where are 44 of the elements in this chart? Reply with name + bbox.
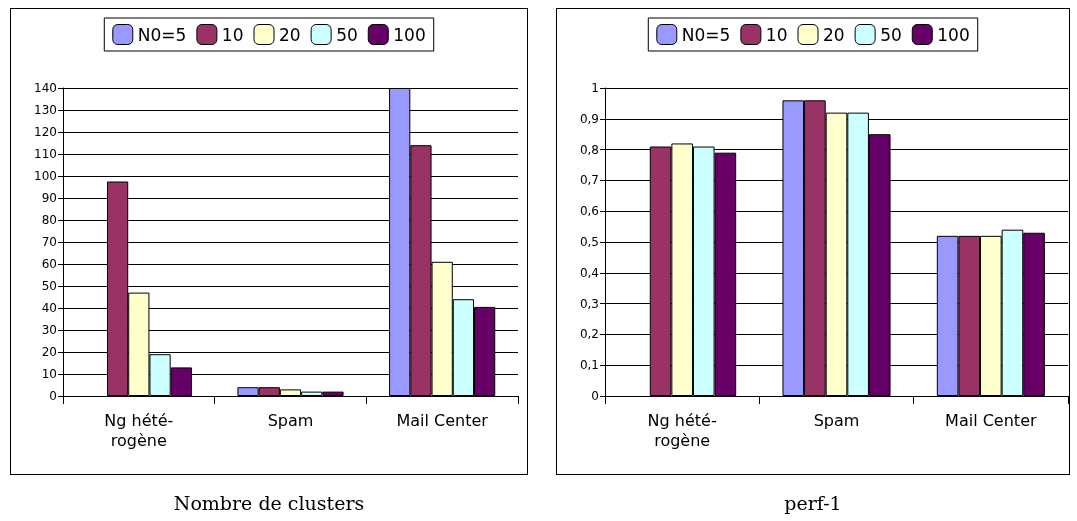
legend-label: 10 — [765, 24, 788, 45]
y-tick-label: 0,3 — [579, 296, 599, 311]
legend-label: 10 — [221, 24, 244, 45]
y-tick-label: 60 — [41, 257, 57, 271]
y-tick-label: 0,2 — [579, 327, 599, 342]
y-tick-label: 130 — [34, 103, 57, 117]
y-tick-label: 0,7 — [579, 173, 599, 188]
y-tick-label: 50 — [41, 279, 57, 293]
y-tick-label: 30 — [41, 323, 57, 337]
x-tick-label: Ng hété- rogène — [104, 410, 174, 450]
legend-label: 20 — [823, 24, 845, 45]
x-tick-label: Mail Center — [396, 410, 489, 430]
y-tick-label: 0,1 — [579, 358, 599, 373]
x-tick-label: Spam — [267, 410, 314, 430]
y-tick-label: 100 — [34, 169, 57, 183]
y-tick-label: 80 — [41, 213, 57, 227]
y-tick-label: 0,8 — [579, 142, 599, 157]
y-tick-label: 0,4 — [579, 265, 599, 280]
text: perf-1 — [784, 491, 842, 514]
x-tick-label: Mail Center — [945, 410, 1037, 430]
y-tick-label: 0,6 — [579, 204, 599, 219]
y-tick-label: 120 — [34, 125, 57, 139]
y-tick-label: 10 — [41, 367, 57, 381]
y-tick-label: 140 — [34, 81, 57, 95]
legend-label: 20 — [279, 24, 301, 45]
legend-label: 50 — [336, 24, 358, 45]
legend-label: 50 — [880, 24, 902, 45]
y-tick-label: 40 — [41, 301, 57, 315]
y-tick-label: 90 — [41, 191, 57, 205]
y-tick-label: 20 — [41, 345, 57, 359]
y-tick-label: 0 — [591, 389, 599, 403]
y-tick-label: 110 — [34, 147, 57, 161]
y-tick-label: 0 — [49, 389, 57, 403]
x-tick-label: Ng hété- rogène — [647, 410, 717, 450]
y-tick-label: 0,9 — [579, 111, 599, 126]
legend-label: 100 — [937, 24, 970, 45]
y-tick-label: 70 — [41, 235, 57, 249]
x-tick-label: Spam — [813, 410, 860, 430]
legend-label: N0=5 — [681, 24, 731, 45]
y-tick-label: 0,5 — [579, 235, 599, 249]
y-tick-label: 1 — [591, 81, 599, 95]
legend-label: 100 — [393, 24, 426, 45]
legend-label: N0=5 — [137, 24, 187, 45]
text: Nombre de clusters — [173, 491, 365, 514]
